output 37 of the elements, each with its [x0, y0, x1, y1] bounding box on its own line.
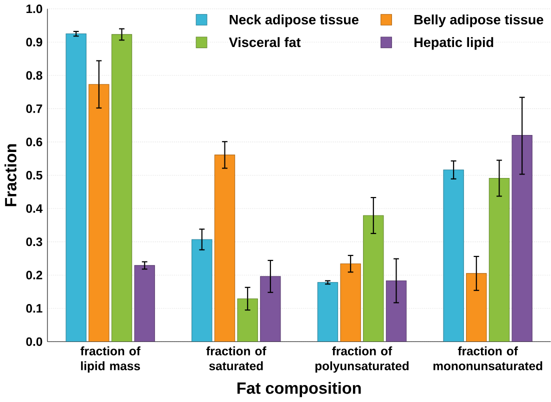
y-tick-label: 0.7: [26, 104, 42, 114]
y-axis-title: Fraction: [4, 144, 16, 206]
bar: [134, 265, 155, 342]
bar: [443, 170, 464, 342]
bar: [214, 154, 236, 342]
y-tick-label: 0.4: [26, 204, 43, 214]
bar: [237, 298, 258, 342]
y-tick-label: 0.8: [26, 71, 42, 80]
y-tick-label: 0.9: [26, 38, 42, 47]
y-tick-label: 0.6: [26, 138, 42, 146]
bar: [317, 282, 338, 342]
x-tick-label: fraction of mononunsaturated: [433, 346, 542, 370]
x-axis-title: Fat composition: [237, 382, 361, 398]
x-tick-label: fraction of polyunsaturated: [315, 346, 409, 373]
x-tick-label: fraction of saturated: [206, 346, 266, 370]
y-tick-label: 1.0: [26, 4, 42, 14]
x-tick-label: fraction of lipid mass: [80, 346, 140, 373]
bar: [340, 264, 361, 342]
legend-label: Hepatic lipid: [414, 37, 494, 50]
bar: [363, 215, 384, 342]
bar: [386, 280, 407, 342]
legend-label: Belly adipose tissue: [414, 14, 544, 28]
bar: [66, 34, 86, 342]
y-tick-label: 0.1: [26, 304, 42, 313]
y-tick-label: 0.3: [26, 238, 42, 246]
bar: [488, 178, 510, 342]
bar: [88, 84, 110, 342]
y-tick-label: 0.0: [26, 338, 42, 346]
y-tick-label: 0.2: [26, 270, 42, 280]
legend-label: Neck adipose tissue: [230, 14, 358, 28]
bar: [192, 239, 212, 342]
y-tick-label: 0.5: [26, 171, 42, 180]
bar: [260, 276, 281, 342]
bar: [512, 135, 532, 342]
legend-label: Visceral fat: [228, 37, 301, 48]
bar: [466, 273, 487, 342]
bar: [111, 34, 132, 342]
